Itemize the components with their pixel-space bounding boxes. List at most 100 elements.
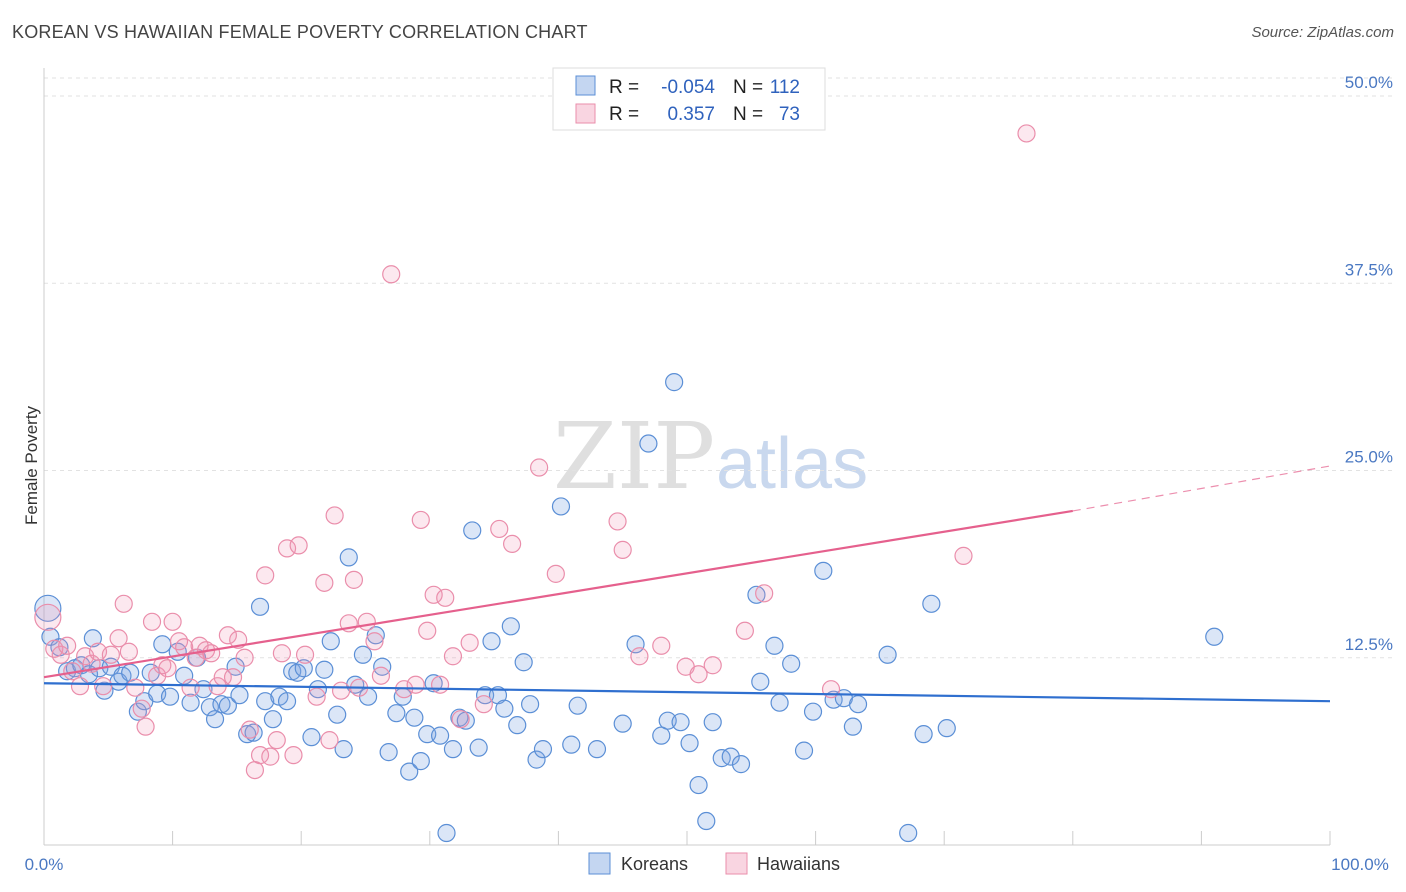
hawaiians-point (272, 644, 292, 663)
koreans-point (613, 714, 632, 733)
hawaiians-point (652, 636, 671, 655)
series-legend: Koreans Hawaiians (588, 852, 840, 875)
stats-legend-box (552, 67, 826, 131)
hawaiians-point (411, 510, 430, 530)
hawaiians-point (126, 678, 145, 697)
koreans-point (250, 597, 270, 616)
koreans-point (463, 521, 482, 540)
koreans-point (501, 617, 520, 636)
watermark-zip: ZIP (553, 403, 715, 510)
grid-lines (44, 77, 1392, 659)
koreans-point (256, 692, 275, 711)
koreans-point (721, 747, 740, 766)
koreans-point (665, 373, 684, 392)
hawaiians-point (277, 539, 297, 558)
hawaiians-point (295, 645, 315, 664)
koreans-point (230, 686, 249, 705)
hawaiians-point (490, 519, 509, 539)
koreans-point (914, 725, 933, 744)
koreans-point (218, 696, 237, 715)
koreans-point (277, 692, 297, 711)
hawaiians-point (424, 585, 443, 604)
koreans-point (334, 740, 353, 759)
koreans-point (689, 775, 708, 795)
koreans-point (671, 713, 690, 732)
hawaiians-r-label: R = (609, 104, 639, 125)
koreans-point (263, 710, 283, 729)
koreans-point (205, 710, 225, 729)
hawaiians-point (406, 675, 425, 694)
y-tick-label: 12.5% (1345, 635, 1393, 654)
hawaiians-point (331, 681, 351, 700)
hawaiians-point (163, 612, 182, 631)
koreans-point (212, 695, 231, 714)
hawaiians-point (344, 570, 364, 589)
hawaiians-point (315, 573, 334, 592)
koreans-point (302, 728, 321, 747)
koreans-point (626, 635, 645, 654)
koreans-point (443, 740, 463, 759)
hawaiians-point (34, 603, 62, 631)
hawaiians-point (142, 612, 162, 631)
hawaiians-point (530, 458, 549, 477)
koreans-point (568, 696, 587, 715)
y-tick-label: 25.0% (1345, 448, 1393, 467)
hawaiians-point (608, 512, 627, 531)
koreans-point (328, 705, 347, 724)
y-tick-labels: 12.5% 25.0% 37.5% 50.0% (1345, 73, 1393, 654)
hawaiians-point (954, 546, 973, 565)
koreans-n-label: N = (733, 77, 763, 98)
watermark-atlas: atlas (716, 424, 868, 504)
hawaiians-point (202, 644, 221, 663)
hawaiians-point (382, 265, 401, 284)
koreans-point (848, 695, 868, 714)
koreans-point (153, 635, 172, 654)
hawaiians-point (119, 642, 138, 661)
stats-legend: R = -0.054 N = 112 R = 0.357 N = 73 (552, 67, 826, 131)
legend-koreans-label: Koreans (621, 854, 688, 874)
hawaiians-point (58, 636, 77, 655)
hawaiians-point (1017, 124, 1036, 143)
hawaiians-point (307, 687, 326, 706)
hawaiians-point (158, 659, 177, 678)
hawaiians-point (546, 564, 565, 583)
koreans-point (387, 704, 406, 723)
koreans-point (587, 740, 607, 759)
hawaiians-point (325, 506, 344, 525)
hawaiians-point (94, 677, 113, 696)
koreans-point (83, 629, 102, 648)
hawaiians-point (51, 645, 70, 664)
koreans-point (508, 716, 527, 735)
koreans-point (469, 738, 488, 757)
koreans-point (770, 693, 789, 712)
source-label: Source: ZipAtlas.com (1251, 24, 1394, 41)
y-tick-label: 50.0% (1345, 73, 1393, 92)
hawaiians-point (101, 645, 120, 664)
koreans-point (747, 585, 766, 604)
hawaiians-point (371, 666, 391, 685)
koreans-point (703, 713, 722, 732)
hawaiians-point (460, 633, 479, 652)
koreans-point (482, 632, 501, 651)
koreans-point (765, 636, 784, 655)
hawaiians-point (443, 647, 463, 666)
hawaiians-point (256, 566, 275, 585)
hawaiians-point (735, 621, 754, 640)
koreans-point (308, 680, 328, 699)
koreans-point (366, 626, 385, 645)
koreans-point (339, 548, 358, 567)
koreans-point (321, 632, 340, 651)
hawaiians-point (153, 656, 172, 675)
chart-title: KOREAN VS HAWAIIAN FEMALE POVERTY CORREL… (12, 22, 588, 42)
koreans-point (922, 594, 941, 613)
hawaiians-point (703, 656, 722, 675)
koreans-point (562, 735, 581, 754)
koreans-point (315, 660, 334, 679)
koreans-point (680, 734, 699, 753)
hawaiians-point (365, 632, 384, 651)
koreans-point (899, 823, 918, 843)
koreans-point (411, 752, 430, 771)
koreans-r-label: R = (609, 77, 639, 98)
watermark: ZIP atlas (553, 403, 868, 510)
hawaiians-point (503, 534, 522, 554)
